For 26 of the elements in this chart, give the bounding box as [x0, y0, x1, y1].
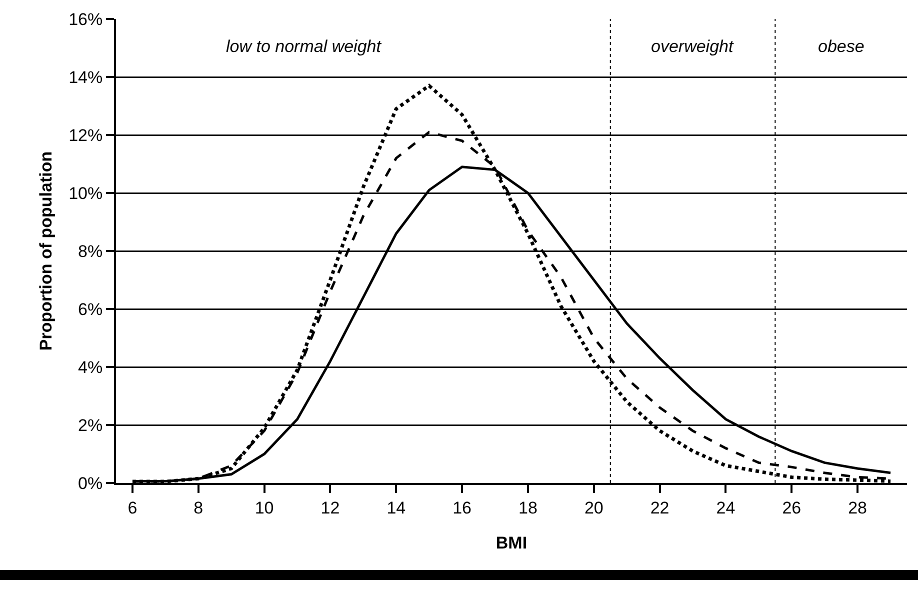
x-tick-label: 20 — [584, 498, 604, 518]
y-tick-label: 2% — [78, 416, 103, 435]
x-tick-label: 12 — [320, 498, 340, 518]
x-tick-label: 28 — [848, 498, 868, 518]
y-tick-label: 4% — [78, 358, 103, 377]
x-tick-label: 6 — [128, 498, 138, 518]
y-tick-label: 16% — [68, 10, 103, 29]
x-tick-label: 18 — [518, 498, 538, 518]
x-axis-title: BMI — [496, 533, 528, 552]
x-tick-label: 8 — [194, 498, 204, 518]
x-tick-label: 16 — [452, 498, 472, 518]
annotation: overweight — [651, 37, 734, 56]
x-tick-label: 26 — [782, 498, 802, 518]
y-tick-label: 0% — [78, 474, 103, 493]
x-tick-label: 14 — [386, 498, 406, 518]
x-tick-label: 24 — [716, 498, 736, 518]
x-tick-label: 10 — [254, 498, 274, 518]
y-tick-label: 8% — [78, 242, 103, 261]
y-axis-title: Proportion of population — [36, 151, 56, 351]
y-tick-label: 14% — [68, 68, 103, 87]
y-tick-label: 10% — [68, 184, 103, 203]
annotation: obese — [818, 37, 864, 56]
y-tick-label: 12% — [68, 126, 103, 145]
y-tick-label: 6% — [78, 300, 103, 319]
x-tick-label: 22 — [650, 498, 670, 518]
annotation: low to normal weight — [226, 37, 382, 56]
